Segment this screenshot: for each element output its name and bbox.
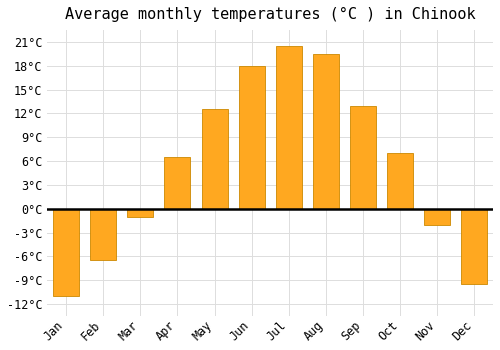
Bar	[90, 209, 116, 260]
Bar	[313, 54, 339, 209]
Bar	[164, 157, 190, 209]
Bar	[350, 105, 376, 209]
Bar	[276, 46, 302, 209]
Bar	[238, 66, 264, 209]
Bar	[462, 209, 487, 284]
Bar	[128, 209, 154, 217]
Bar	[387, 153, 413, 209]
Bar	[424, 209, 450, 225]
Bar	[202, 110, 228, 209]
Title: Average monthly temperatures (°C ) in Chinook: Average monthly temperatures (°C ) in Ch…	[65, 7, 476, 22]
Bar	[53, 209, 79, 296]
